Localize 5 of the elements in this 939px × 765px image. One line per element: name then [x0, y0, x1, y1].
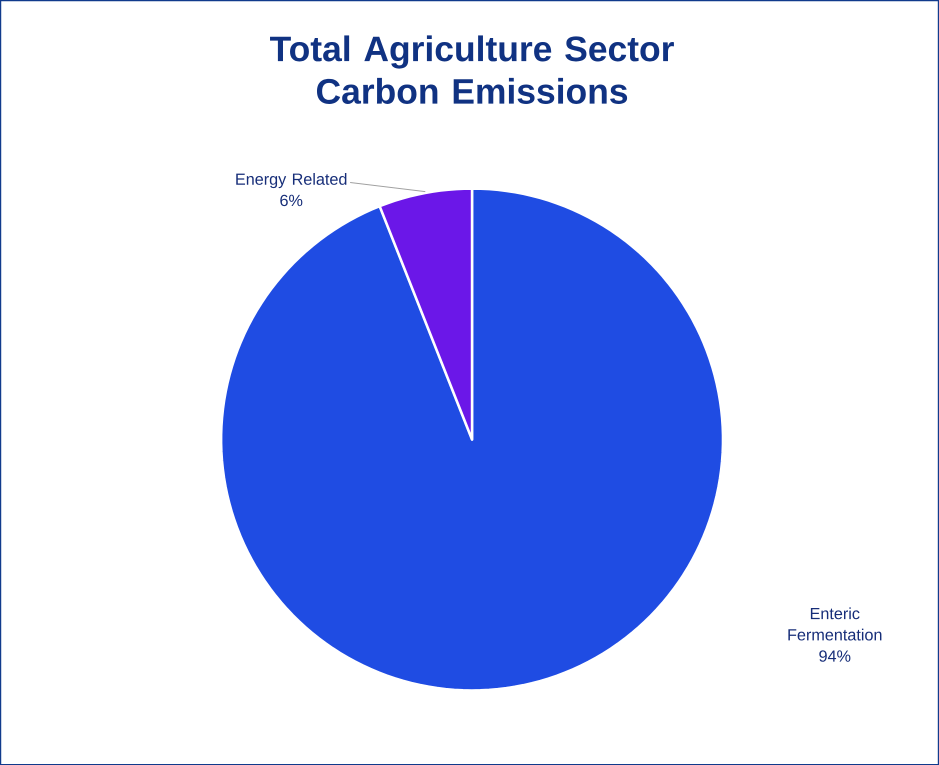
data-label: 6% [280, 194, 302, 206]
slice-label: Energy Related [236, 172, 346, 188]
slice-label: Enteric Fermentation [788, 607, 882, 640]
data-label: 94% [819, 650, 850, 662]
chart-title: Total Agriculture Sector Carbon Emissions [270, 35, 674, 104]
